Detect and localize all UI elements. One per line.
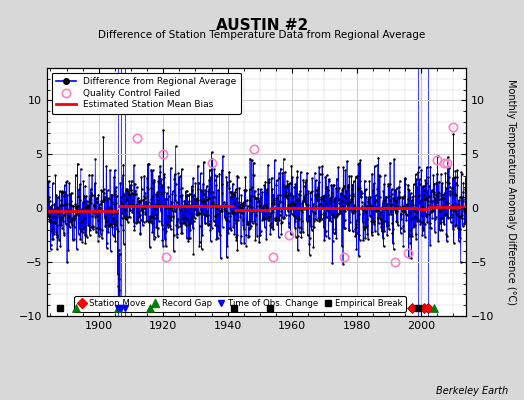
Text: Difference of Station Temperature Data from Regional Average: Difference of Station Temperature Data f… [99,30,425,40]
Legend: Station Move, Record Gap, Time of Obs. Change, Empirical Break: Station Move, Record Gap, Time of Obs. C… [74,296,406,312]
Y-axis label: Monthly Temperature Anomaly Difference (°C): Monthly Temperature Anomaly Difference (… [506,79,516,305]
Text: AUSTIN #2: AUSTIN #2 [216,18,308,33]
Text: Berkeley Earth: Berkeley Earth [436,386,508,396]
